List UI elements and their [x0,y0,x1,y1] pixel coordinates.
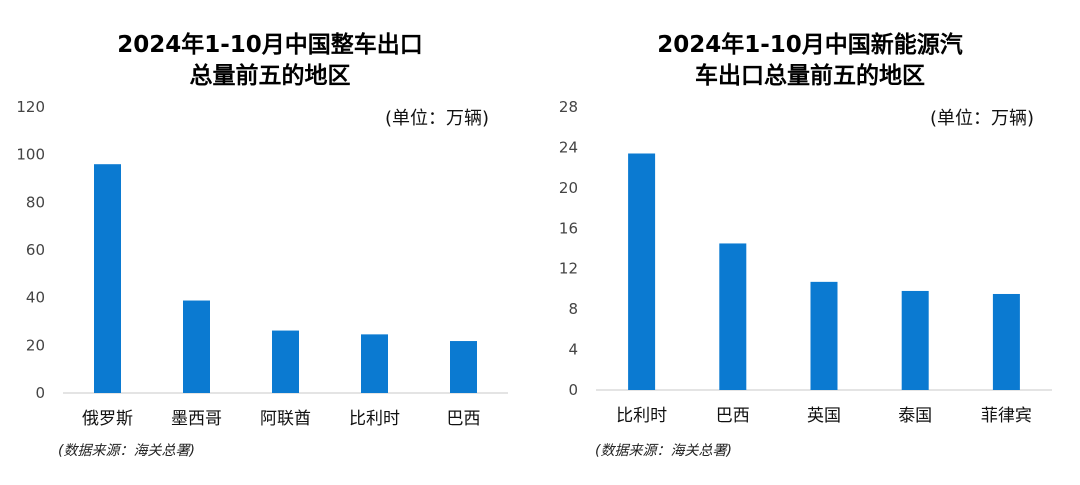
chart-title-line-1: 2024年1-10月中国整车出口 [117,32,423,58]
y-tick-label: 0 [35,384,45,402]
category-label: 墨西哥 [171,409,222,429]
bar-chart-export-total: 0 20 40 60 80 100 120 俄罗斯 墨西哥 阿联酋 比利时 巴西 [16,98,508,429]
bar [450,341,477,393]
bar [901,290,929,390]
chart-panel-export-total: 2024年1-10月中国整车出口 总量前五的地区 (单位：万辆) (数据来源：海… [0,30,540,459]
y-tick-label: 8 [568,300,578,318]
bar [361,334,388,393]
bar [183,300,210,393]
category-label: 英国 [807,406,841,426]
category-label: 俄罗斯 [82,409,133,429]
chart-panel-nev-export: 2024年1-10月中国新能源汽 车出口总量前五的地区 (单位：万辆) (数据来… [540,0,1080,485]
y-tick-label: 40 [26,289,45,307]
bar [992,293,1020,390]
chart-title-line-1: 2024年1-10月中国新能源汽 [657,32,963,58]
y-tick-label: 4 [568,341,578,359]
unit-note: (单位：万辆) [385,108,490,129]
y-tick-label: 20 [559,179,578,197]
y-tick-label: 60 [26,241,45,259]
bar [719,243,747,390]
category-label: 菲律宾 [981,406,1032,426]
chart-title-line-2: 总量前五的地区 [189,63,351,89]
y-tick-label: 16 [559,219,578,237]
chart-title: 2024年1-10月中国整车出口 总量前五的地区 [0,30,540,92]
category-label: 泰国 [898,406,932,426]
unit-note: (单位：万辆) [930,108,1035,129]
category-label: 巴西 [447,409,481,429]
y-tick-label: 80 [26,193,45,211]
y-tick-label: 24 [559,138,578,156]
category-label: 比利时 [349,409,400,429]
chart-title-line-2: 车出口总量前五的地区 [695,63,925,89]
bar [628,153,656,390]
source-note: (数据来源：海关总署) [595,443,732,459]
y-tick-label: 28 [559,98,578,116]
category-label: 比利时 [616,406,667,426]
y-tick-label: 100 [16,146,45,164]
category-label: 阿联酋 [260,409,311,429]
source-note: (数据来源：海关总署) [58,443,195,459]
y-tick-label: 20 [26,336,45,354]
category-label: 巴西 [716,406,750,426]
y-tick-label: 120 [16,98,45,116]
bar [94,164,121,393]
chart-title: 2024年1-10月中国新能源汽 车出口总量前五的地区 [540,30,1080,92]
bar [810,281,838,390]
y-tick-label: 0 [568,381,578,399]
bar [272,330,299,393]
bar-chart-nev-export: 0 4 8 12 16 20 24 28 比利时 巴西 英国 泰国 菲律宾 [559,98,1052,426]
y-tick-label: 12 [559,260,578,278]
